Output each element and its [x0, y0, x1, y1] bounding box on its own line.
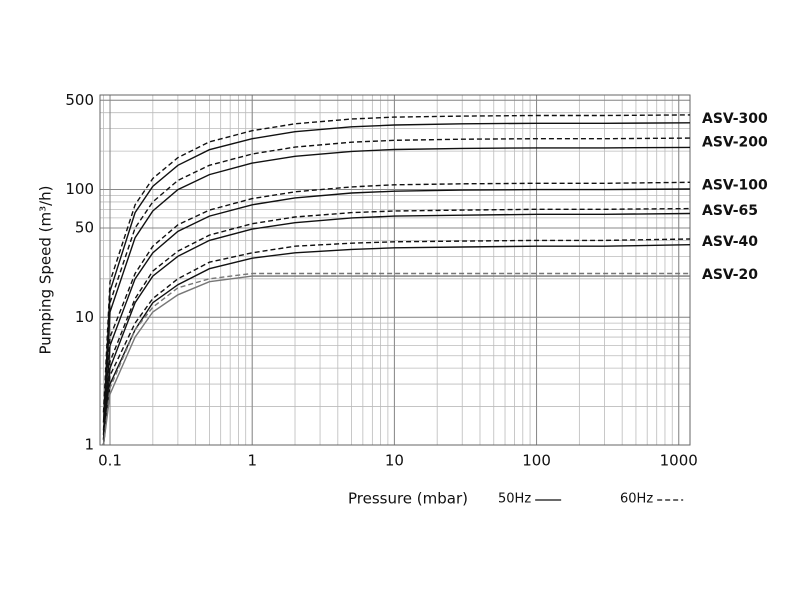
- y-tick-label: 10: [75, 308, 94, 326]
- legend-label: 50Hz: [498, 492, 531, 507]
- curve: [102, 244, 691, 446]
- x-tick-label: 0.1: [98, 452, 122, 470]
- x-axis-label: Pressure (mbar): [348, 490, 468, 508]
- legend-label: 60Hz: [620, 492, 653, 507]
- curve: [102, 181, 691, 440]
- curve-label: ASV-20: [702, 267, 758, 283]
- curve: [102, 137, 691, 431]
- curve-label: ASV-40: [702, 234, 758, 250]
- curve: [102, 275, 690, 446]
- curve: [102, 188, 691, 440]
- curve-label: ASV-100: [702, 178, 768, 194]
- curve: [102, 146, 691, 435]
- x-tick-label: 1000: [660, 452, 698, 470]
- y-axis-label: Pumping Speed (m³/h): [37, 185, 55, 354]
- x-tick-label: 100: [522, 452, 551, 470]
- curve-label: ASV-200: [702, 135, 768, 151]
- curve: [102, 114, 691, 413]
- plot-frame: [99, 94, 691, 446]
- y-tick-label: 1: [84, 436, 94, 454]
- x-tick-label: 1: [247, 452, 257, 470]
- y-tick-label: 50: [75, 219, 94, 237]
- curve-label: ASV-300: [702, 111, 768, 127]
- curve: [102, 122, 691, 423]
- curve: [102, 238, 691, 446]
- curve: [102, 207, 691, 446]
- x-tick-label: 10: [385, 452, 404, 470]
- y-tick-label: 500: [65, 91, 94, 109]
- curve: [102, 212, 691, 446]
- curve-label: ASV-65: [702, 203, 758, 219]
- curve: [102, 272, 690, 446]
- y-tick-label: 100: [65, 180, 94, 198]
